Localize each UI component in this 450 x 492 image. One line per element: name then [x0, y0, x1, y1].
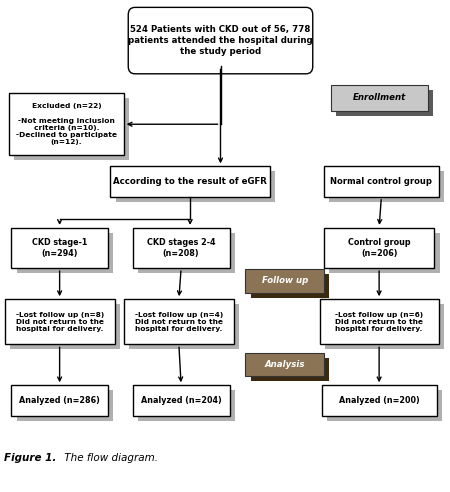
FancyBboxPatch shape [133, 228, 230, 268]
Text: Enrollment: Enrollment [352, 93, 406, 102]
FancyBboxPatch shape [245, 353, 324, 376]
Text: Analyzed (n=200): Analyzed (n=200) [339, 396, 419, 405]
FancyBboxPatch shape [336, 90, 433, 116]
Text: The flow diagram.: The flow diagram. [61, 453, 158, 462]
Text: -Lost follow up (n=4)
Did not return to the
hospital for delivery.: -Lost follow up (n=4) Did not return to … [135, 311, 223, 332]
Text: Analysis: Analysis [265, 360, 305, 369]
FancyBboxPatch shape [14, 98, 129, 160]
Text: Control group
(n=206): Control group (n=206) [348, 238, 410, 258]
FancyBboxPatch shape [324, 166, 439, 197]
FancyBboxPatch shape [128, 7, 313, 74]
FancyBboxPatch shape [124, 299, 234, 344]
FancyBboxPatch shape [327, 390, 442, 421]
FancyBboxPatch shape [245, 269, 324, 293]
FancyBboxPatch shape [116, 171, 275, 202]
FancyBboxPatch shape [4, 299, 115, 344]
Text: Excluded (n=22)

-Not meeting inclusion
criteria (n=10).
-Declined to participat: Excluded (n=22) -Not meeting inclusion c… [16, 103, 117, 145]
FancyBboxPatch shape [331, 85, 428, 111]
Text: Analyzed (n=286): Analyzed (n=286) [19, 396, 100, 405]
FancyBboxPatch shape [138, 390, 235, 421]
Text: Normal control group: Normal control group [330, 177, 432, 186]
FancyBboxPatch shape [10, 304, 120, 349]
FancyBboxPatch shape [325, 304, 444, 349]
FancyBboxPatch shape [11, 385, 108, 416]
FancyBboxPatch shape [17, 233, 113, 273]
FancyBboxPatch shape [320, 299, 439, 344]
FancyBboxPatch shape [129, 304, 239, 349]
Text: Analyzed (n=204): Analyzed (n=204) [141, 396, 221, 405]
Text: According to the result of eGFR: According to the result of eGFR [113, 177, 267, 186]
FancyBboxPatch shape [251, 274, 329, 298]
FancyBboxPatch shape [251, 358, 329, 381]
Text: Follow up: Follow up [261, 277, 308, 285]
FancyBboxPatch shape [17, 390, 113, 421]
FancyBboxPatch shape [110, 166, 270, 197]
Text: -Lost follow up (n=8)
Did not return to the
hospital for delivery.: -Lost follow up (n=8) Did not return to … [15, 311, 104, 332]
Text: 524 Patients with CKD out of 56, 778
patients attended the hospital during
the s: 524 Patients with CKD out of 56, 778 pat… [128, 26, 313, 56]
Text: -Lost follow up (n=6)
Did not return to the
hospital for delivery.: -Lost follow up (n=6) Did not return to … [335, 311, 423, 332]
FancyBboxPatch shape [11, 228, 108, 268]
FancyBboxPatch shape [138, 233, 235, 273]
Text: Figure 1.: Figure 1. [4, 453, 57, 462]
FancyBboxPatch shape [324, 228, 434, 268]
FancyBboxPatch shape [9, 93, 124, 155]
Text: CKD stage-1
(n=294): CKD stage-1 (n=294) [32, 238, 87, 258]
FancyBboxPatch shape [329, 233, 440, 273]
FancyBboxPatch shape [140, 20, 311, 71]
FancyBboxPatch shape [322, 385, 436, 416]
FancyBboxPatch shape [329, 171, 444, 202]
FancyBboxPatch shape [133, 385, 230, 416]
Text: CKD stages 2-4
(n=208): CKD stages 2-4 (n=208) [147, 238, 216, 258]
